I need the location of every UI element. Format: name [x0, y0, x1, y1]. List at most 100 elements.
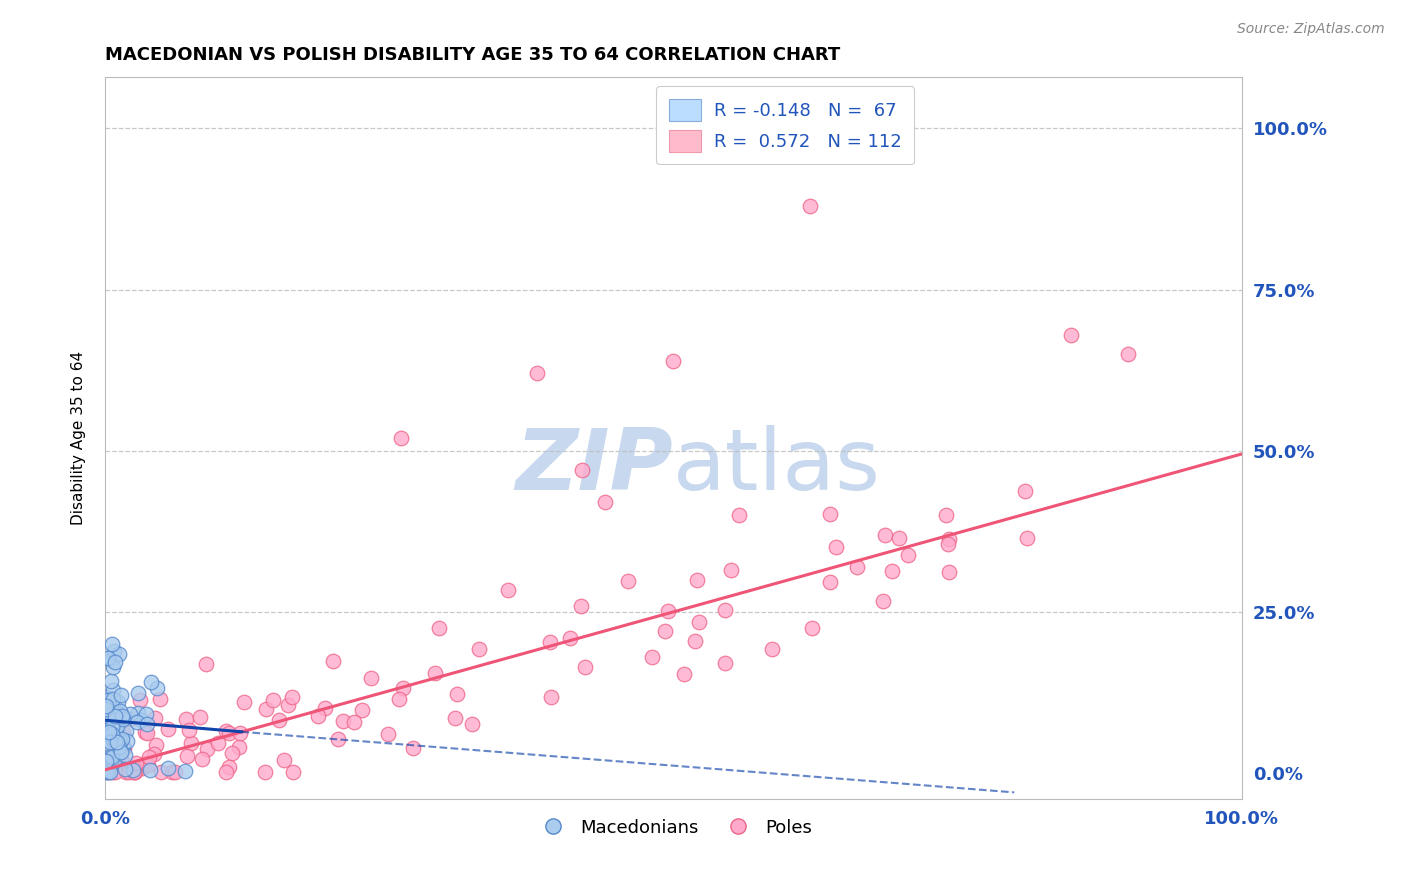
- Point: [118, 765, 141, 780]
- Point: [103, 733, 125, 747]
- Point: [173, 764, 195, 778]
- Point: [761, 641, 783, 656]
- Point: [96, 762, 118, 776]
- Point: [103, 643, 125, 657]
- Point: [110, 688, 132, 702]
- Point: [100, 653, 122, 667]
- Point: [127, 706, 149, 721]
- Point: [94, 722, 117, 736]
- Point: [112, 726, 135, 740]
- Point: [873, 528, 896, 542]
- Point: [105, 719, 128, 733]
- Point: [818, 574, 841, 589]
- Point: [468, 642, 491, 657]
- Y-axis label: Disability Age 35 to 64: Disability Age 35 to 64: [72, 351, 86, 524]
- Point: [97, 765, 120, 780]
- Point: [103, 715, 125, 730]
- Point: [98, 735, 121, 749]
- Point: [112, 712, 135, 726]
- Point: [101, 750, 124, 764]
- Text: MACEDONIAN VS POLISH DISABILITY AGE 35 TO 64 CORRELATION CHART: MACEDONIAN VS POLISH DISABILITY AGE 35 T…: [105, 46, 841, 64]
- Point: [221, 746, 243, 760]
- Point: [114, 740, 136, 755]
- Point: [443, 711, 465, 725]
- Point: [108, 704, 131, 718]
- Point: [145, 738, 167, 752]
- Point: [112, 710, 135, 724]
- Point: [254, 765, 277, 780]
- Point: [98, 737, 121, 751]
- Point: [108, 734, 131, 748]
- Point: [845, 560, 868, 574]
- Point: [314, 700, 336, 714]
- Point: [156, 761, 179, 775]
- Point: [104, 708, 127, 723]
- Point: [281, 690, 304, 704]
- Point: [388, 692, 411, 706]
- Point: [195, 657, 218, 671]
- Point: [654, 624, 676, 638]
- Point: [593, 495, 616, 509]
- Point: [343, 714, 366, 729]
- Point: [897, 548, 920, 562]
- Point: [322, 654, 344, 668]
- Point: [143, 711, 166, 725]
- Point: [392, 681, 415, 695]
- Point: [389, 431, 412, 445]
- Point: [146, 681, 169, 696]
- Point: [115, 733, 138, 747]
- Point: [720, 563, 742, 577]
- Point: [134, 725, 156, 739]
- Point: [207, 736, 229, 750]
- Point: [136, 758, 159, 772]
- Point: [110, 752, 132, 766]
- Point: [1060, 327, 1083, 342]
- Point: [136, 716, 159, 731]
- Point: [683, 633, 706, 648]
- Point: [97, 724, 120, 739]
- Text: ZIP: ZIP: [516, 425, 673, 508]
- Point: [163, 765, 186, 780]
- Point: [107, 695, 129, 709]
- Point: [103, 755, 125, 769]
- Point: [143, 747, 166, 761]
- Point: [131, 713, 153, 727]
- Point: [139, 763, 162, 777]
- Point: [103, 748, 125, 763]
- Point: [569, 599, 592, 614]
- Text: atlas: atlas: [673, 425, 882, 508]
- Point: [110, 745, 132, 759]
- Point: [100, 753, 122, 767]
- Point: [100, 749, 122, 764]
- Point: [350, 703, 373, 717]
- Point: [688, 615, 710, 630]
- Point: [157, 722, 180, 736]
- Point: [114, 762, 136, 776]
- Point: [262, 693, 284, 707]
- Point: [135, 707, 157, 722]
- Point: [673, 666, 696, 681]
- Point: [269, 713, 291, 727]
- Point: [402, 741, 425, 756]
- Point: [97, 651, 120, 665]
- Point: [122, 764, 145, 778]
- Point: [101, 659, 124, 673]
- Point: [936, 537, 959, 551]
- Point: [179, 723, 201, 738]
- Point: [887, 531, 910, 545]
- Point: [174, 712, 197, 726]
- Point: [176, 749, 198, 764]
- Point: [136, 726, 159, 740]
- Point: [124, 765, 146, 780]
- Point: [256, 702, 278, 716]
- Point: [94, 714, 117, 728]
- Point: [233, 695, 256, 709]
- Point: [938, 533, 960, 547]
- Point: [103, 683, 125, 698]
- Point: [571, 463, 593, 477]
- Point: [215, 724, 238, 739]
- Point: [107, 739, 129, 754]
- Point: [111, 709, 134, 723]
- Point: [218, 760, 240, 774]
- Point: [139, 675, 162, 690]
